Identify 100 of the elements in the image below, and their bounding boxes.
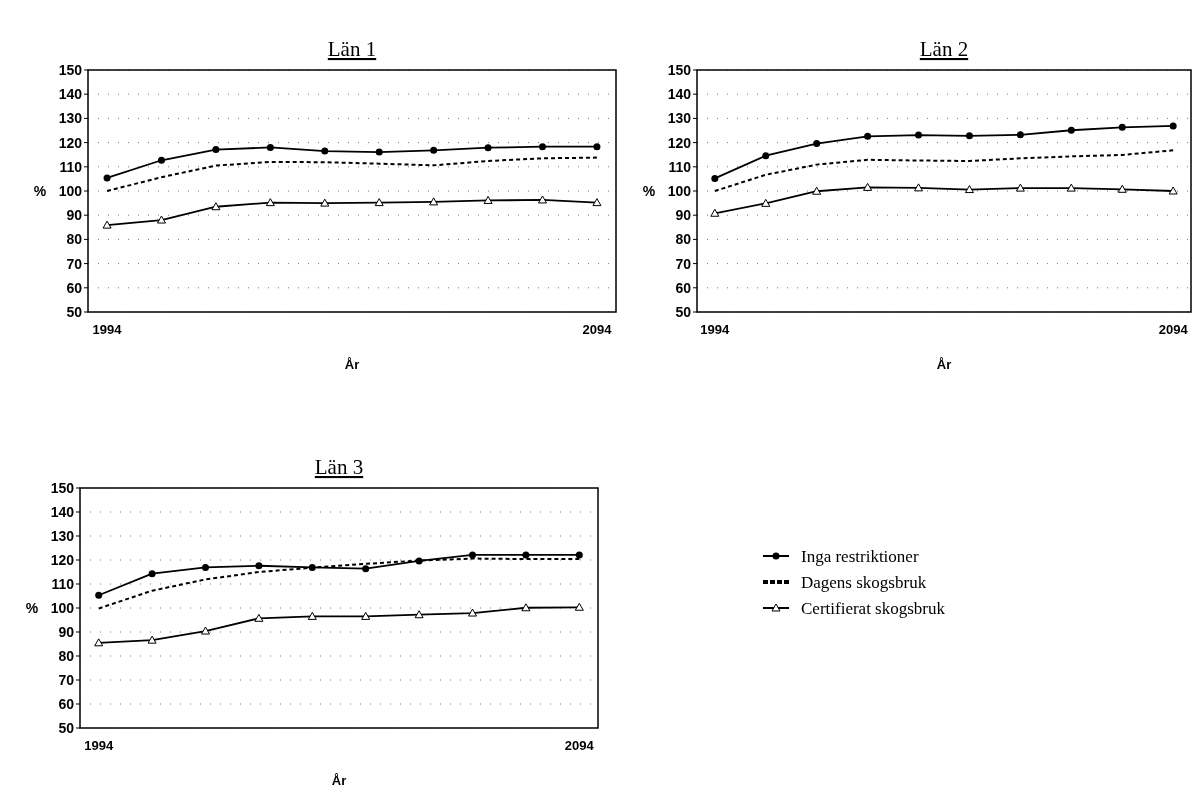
y-axis-title: % <box>642 182 656 199</box>
y-tick-label: 110 <box>51 575 75 592</box>
point <box>94 638 104 647</box>
line-series <box>713 149 1175 192</box>
point <box>361 611 371 620</box>
y-tick-label: 140 <box>50 503 75 520</box>
legend-label: Inga restriktioner <box>801 546 919 566</box>
point <box>965 132 973 140</box>
point <box>484 144 492 152</box>
y-tick-label: 100 <box>667 182 692 199</box>
y-tick-label: 60 <box>66 279 83 296</box>
y-axis-title: % <box>25 599 39 616</box>
point <box>761 198 771 207</box>
point <box>1066 183 1076 192</box>
y-tick-label: 150 <box>58 61 83 78</box>
chart-title: Län 3 <box>314 455 364 479</box>
point <box>1016 131 1024 139</box>
point <box>375 148 383 156</box>
y-tick-label: 60 <box>675 279 692 296</box>
point <box>362 565 370 573</box>
point <box>148 570 156 578</box>
point <box>575 551 583 559</box>
point <box>964 185 974 194</box>
point <box>813 140 821 148</box>
y-tick-label: 100 <box>50 599 75 616</box>
x-axis-title: År <box>331 773 347 788</box>
point <box>102 220 112 229</box>
y-tick-label: 70 <box>58 671 75 688</box>
point <box>1169 122 1177 130</box>
point <box>307 611 317 620</box>
y-tick-label: 70 <box>66 255 83 272</box>
point <box>414 610 424 619</box>
chart-title: Län 1 <box>327 37 377 61</box>
point <box>211 202 221 211</box>
y-tick-label: 130 <box>50 527 75 544</box>
point <box>522 551 530 559</box>
point <box>593 143 601 151</box>
y-tick-label: 150 <box>50 479 75 496</box>
y-tick-label: 80 <box>675 231 692 248</box>
point <box>320 198 330 207</box>
legend-label: Dagens skogsbruk <box>801 572 927 592</box>
point <box>1168 186 1178 195</box>
point <box>429 197 439 206</box>
point <box>321 147 329 155</box>
x-tick-label: 1994 <box>84 738 114 753</box>
y-tick-label: 50 <box>66 303 83 320</box>
y-axis-title: % <box>33 182 47 199</box>
y-tick-label: 90 <box>66 207 83 224</box>
y-tick-label: 120 <box>667 134 692 151</box>
point <box>200 626 210 635</box>
y-tick-label: 140 <box>58 86 83 103</box>
point <box>95 591 103 599</box>
point <box>157 156 165 164</box>
point <box>469 551 477 559</box>
point <box>430 146 438 154</box>
y-tick-label: 90 <box>675 207 692 224</box>
y-tick-label: 70 <box>675 255 692 272</box>
y-tick-label: 80 <box>66 231 83 248</box>
point <box>265 198 275 207</box>
y-tick-label: 150 <box>667 61 692 78</box>
y-tick-label: 50 <box>675 303 692 320</box>
point <box>539 143 547 151</box>
x-tick-label: 1994 <box>92 322 123 337</box>
point <box>592 198 602 207</box>
x-tick-label: 2094 <box>582 322 613 337</box>
x-tick-label: 2094 <box>564 738 595 753</box>
y-tick-label: 110 <box>668 158 692 175</box>
point <box>574 602 584 611</box>
x-axis-title: År <box>344 357 360 372</box>
y-tick-label: 90 <box>58 623 75 640</box>
line-series <box>106 156 598 192</box>
y-tick-label: 130 <box>667 110 692 127</box>
point <box>103 174 111 182</box>
point <box>914 183 924 192</box>
y-tick-label: 120 <box>58 134 83 151</box>
point <box>538 195 548 204</box>
point <box>266 143 274 151</box>
legend-label: Certifierat skogsbruk <box>801 598 946 618</box>
point <box>156 215 166 224</box>
point <box>863 182 873 191</box>
point <box>1117 184 1127 193</box>
y-tick-label: 140 <box>667 86 692 103</box>
point <box>521 603 531 612</box>
y-tick-label: 130 <box>58 110 83 127</box>
y-tick-label: 120 <box>50 551 75 568</box>
point <box>254 613 264 622</box>
y-tick-label: 100 <box>58 182 83 199</box>
point <box>1015 183 1025 192</box>
x-tick-label: 1994 <box>700 322 731 337</box>
y-tick-label: 60 <box>58 695 75 712</box>
x-axis-title: År <box>936 357 952 372</box>
point <box>468 608 478 617</box>
point <box>255 562 263 570</box>
y-tick-label: 50 <box>58 719 75 736</box>
point <box>915 131 923 139</box>
point <box>483 195 493 204</box>
point <box>711 174 719 182</box>
point <box>147 635 157 644</box>
point <box>1118 123 1126 131</box>
point <box>812 186 822 195</box>
